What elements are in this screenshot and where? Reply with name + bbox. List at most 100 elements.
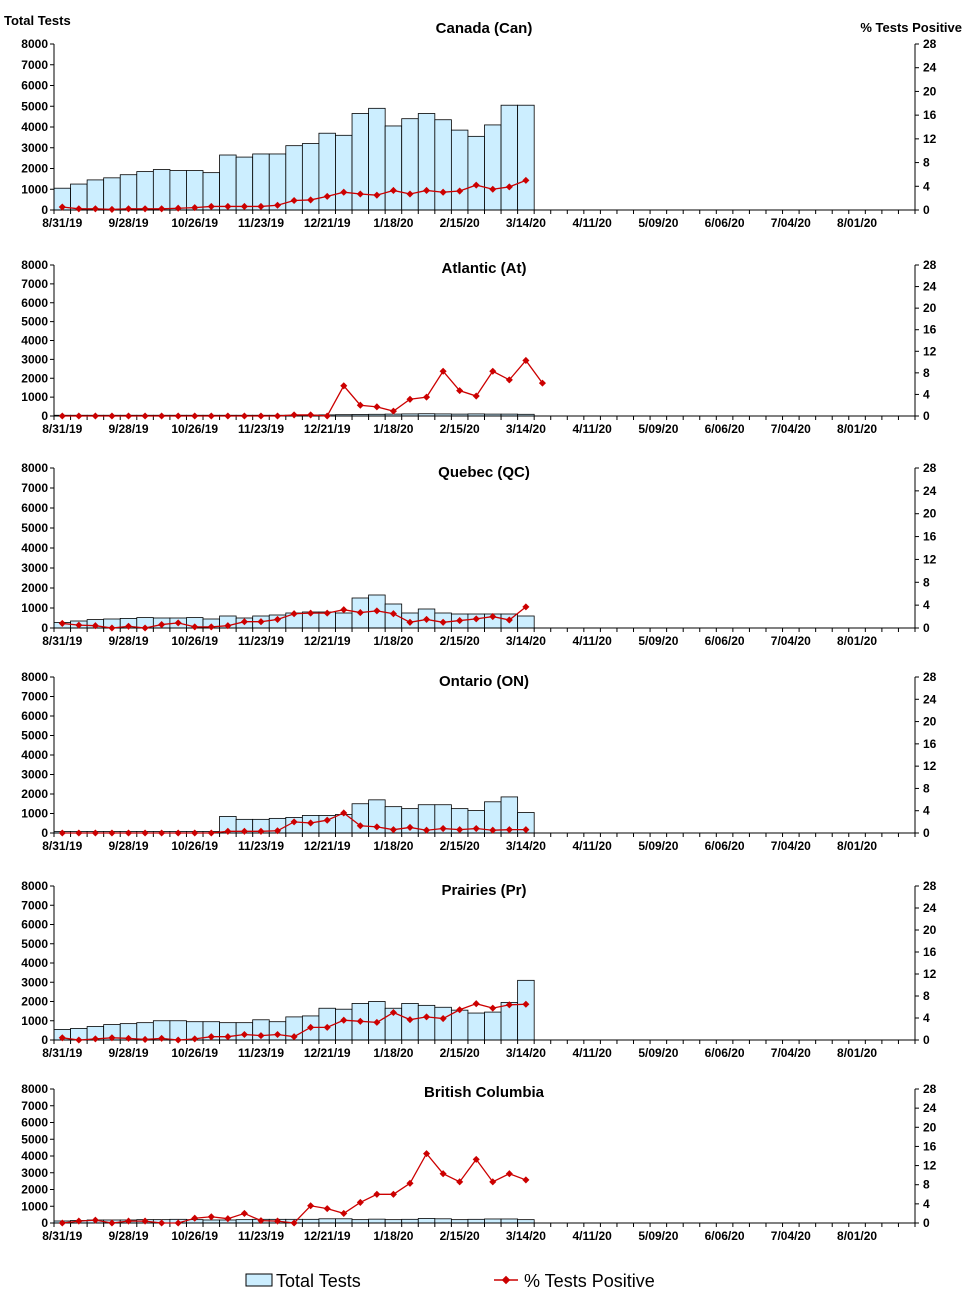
x-tick-label: 10/26/19	[171, 216, 218, 230]
x-tick-label: 3/14/20	[506, 422, 546, 436]
y-right-tick-label: 12	[923, 759, 937, 773]
pct-positive-point	[423, 393, 431, 401]
pct-positive-point	[91, 412, 99, 420]
pct-positive-point	[158, 621, 166, 629]
pct-positive-point	[207, 202, 215, 210]
pct-positive-point	[522, 176, 530, 184]
x-tick-label: 4/11/20	[572, 216, 612, 230]
x-tick-label: 12/21/19	[304, 839, 351, 853]
bar	[335, 612, 353, 629]
pct-positive-point	[207, 412, 215, 420]
pct-positive-point	[489, 185, 497, 193]
bar	[517, 1219, 535, 1224]
pct-positive-point	[174, 204, 182, 212]
x-tick-label: 8/01/20	[837, 634, 877, 648]
x-tick-label: 4/11/20	[572, 1046, 612, 1060]
y-right-tick-label: 16	[923, 945, 937, 959]
y-left-tick-label: 8000	[21, 37, 48, 51]
x-tick-label: 9/28/19	[108, 1229, 148, 1243]
y-right-tick-label: 0	[923, 1033, 930, 1047]
pct-positive-point	[141, 829, 149, 837]
y-right-tick-label: 12	[923, 1159, 937, 1173]
x-tick-label: 5/09/20	[638, 1229, 678, 1243]
pct-positive-point	[273, 412, 282, 420]
y-left-tick-label: 7000	[21, 1099, 48, 1113]
x-tick-label: 1/18/20	[373, 634, 413, 648]
pct-positive-point	[58, 1219, 66, 1227]
pct-positive-point	[290, 411, 298, 419]
chart-panel: British Columbia 0 1000 2000 3000 4000 5000 600…	[21, 1082, 936, 1243]
pct-positive-point	[174, 619, 182, 627]
x-tick-label: 1/18/20	[373, 1229, 413, 1243]
y-right-tick-label: 12	[923, 967, 937, 981]
x-tick-label: 10/26/19	[171, 839, 218, 853]
x-tick-label: 9/28/19	[108, 634, 148, 648]
y-left-tick-label: 1000	[21, 807, 48, 821]
pct-positive-point	[257, 618, 265, 626]
x-tick-label: 7/04/20	[771, 422, 811, 436]
pct-positive-point	[356, 190, 364, 198]
pct-positive-point	[75, 412, 83, 420]
pct-positive-point	[456, 187, 464, 195]
y-right-tick-label: 20	[923, 507, 937, 521]
y-right-tick-label: 24	[923, 280, 937, 294]
y-left-tick-label: 0	[41, 826, 48, 840]
x-tick-label: 2/15/20	[440, 1229, 480, 1243]
pct-positive-line	[62, 1152, 527, 1224]
bar	[318, 1218, 336, 1224]
pct-positive-point	[505, 376, 513, 384]
chart-panel: Canada (Can) 0 1000 2000 3000 4000 5000 6000 700…	[21, 20, 936, 230]
pct-positive-point	[373, 403, 381, 411]
legend-bar-label: Total Tests	[276, 1271, 361, 1291]
x-tick-label: 8/31/19	[42, 634, 82, 648]
bar	[517, 979, 535, 1041]
x-tick-label: 3/14/20	[506, 634, 546, 648]
pct-positive-point	[191, 412, 199, 420]
y-right-tick-label: 20	[923, 301, 937, 315]
pct-positive-point	[290, 610, 298, 618]
x-tick-label: 6/06/20	[705, 422, 745, 436]
y-right-tick-label: 16	[923, 737, 937, 751]
pct-positive-point	[58, 412, 66, 420]
pct-positive-point	[406, 1179, 414, 1187]
pct-positive-point	[108, 412, 116, 420]
y-left-axis-label: Total Tests	[4, 13, 71, 28]
bar	[152, 169, 171, 211]
pct-positive-point	[439, 1015, 447, 1023]
x-tick-label: 1/18/20	[373, 839, 413, 853]
x-tick-label: 5/09/20	[638, 1046, 678, 1060]
bar	[368, 1218, 386, 1224]
pct-positive-point	[356, 609, 364, 617]
pct-positive-point	[91, 829, 99, 837]
y-right-tick-label: 24	[923, 692, 937, 706]
bar	[335, 134, 353, 211]
pct-positive-point	[456, 1006, 464, 1014]
y-right-tick-label: 20	[923, 923, 937, 937]
y-right-tick-label: 0	[923, 203, 930, 217]
pct-positive-point	[406, 190, 414, 198]
pct-positive-point	[340, 809, 348, 817]
bar	[252, 153, 270, 211]
pct-positive-point	[522, 826, 530, 834]
y-right-tick-label: 8	[923, 781, 930, 795]
pct-positive-point	[356, 1198, 364, 1206]
x-tick-label: 6/06/20	[705, 216, 745, 230]
pct-positive-point	[356, 822, 364, 830]
pct-positive-point	[58, 619, 66, 627]
bar	[268, 153, 287, 211]
y-left-tick-label: 4000	[21, 956, 48, 970]
y-left-tick-label: 3000	[21, 561, 48, 575]
bar	[517, 104, 535, 211]
y-left-tick-label: 6000	[21, 1116, 48, 1130]
pct-positive-point	[108, 205, 116, 213]
pct-positive-point	[273, 1217, 282, 1225]
bar	[335, 1218, 353, 1224]
pct-positive-point	[406, 618, 414, 626]
x-tick-label: 4/11/20	[572, 1229, 612, 1243]
pct-positive-point	[489, 367, 497, 375]
y-right-tick-label: 24	[923, 484, 937, 498]
x-tick-label: 2/15/20	[440, 634, 480, 648]
pct-positive-point	[124, 412, 133, 420]
bar	[450, 129, 469, 211]
bar	[169, 170, 187, 211]
